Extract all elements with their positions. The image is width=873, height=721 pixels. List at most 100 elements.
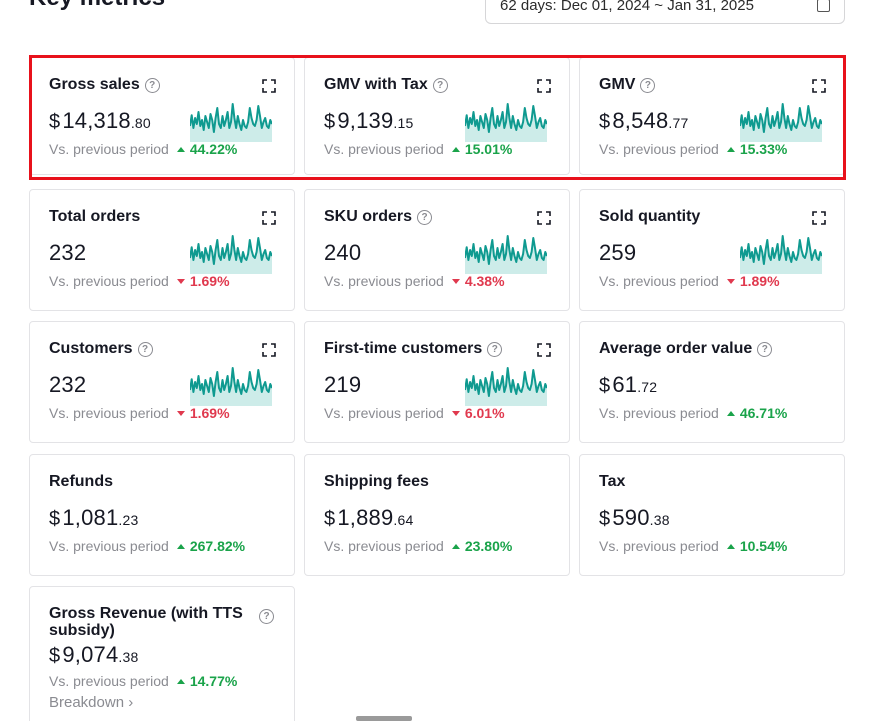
metric-value: 259 — [599, 240, 637, 265]
expand-icon[interactable] — [812, 211, 826, 225]
comparison: Vs. previous period 15.01% — [324, 141, 513, 157]
metric-value: $14,318.80 — [49, 108, 151, 133]
metric-title: Shipping fees — [324, 473, 429, 491]
help-icon[interactable]: ? — [259, 609, 274, 624]
trend-down-icon — [451, 410, 460, 416]
expand-icon[interactable] — [537, 343, 551, 357]
change-indicator: 1.69% — [176, 405, 230, 421]
trend-up-icon — [176, 146, 185, 152]
comparison: Vs. previous period 44.22% — [49, 141, 238, 157]
help-icon[interactable]: ? — [417, 209, 433, 225]
metric-value: $9,139.15 — [324, 108, 414, 133]
comparison: Vs. previous period 15.33% — [599, 141, 788, 157]
expand-icon[interactable] — [262, 211, 276, 225]
metric-card-gmv[interactable]: GMV ? $8,548.77 Vs. previous period 15.33… — [579, 57, 845, 175]
help-icon[interactable]: ? — [137, 341, 153, 357]
comparison: Vs. previous period 23.80% — [324, 538, 513, 554]
metric-title: Tax — [599, 473, 625, 491]
sparkline-chart — [740, 103, 822, 142]
metric-card-total-orders[interactable]: Total orders 232 Vs. previous period 1.69… — [29, 189, 295, 311]
trend-up-icon — [451, 543, 460, 549]
comparison: Vs. previous period 14.77% — [49, 673, 238, 689]
change-indicator: 15.33% — [726, 141, 787, 157]
date-range-picker[interactable]: 62 days: Dec 01, 2024 ~ Jan 31, 2025 — [485, 0, 845, 24]
expand-icon[interactable] — [262, 79, 276, 93]
change-indicator: 44.22% — [176, 141, 237, 157]
trend-up-icon — [726, 543, 735, 549]
metric-title: Gross Revenue (with TTS subsidy) — [49, 605, 249, 639]
metric-title: GMV with Tax ? — [324, 76, 448, 94]
metric-title-text: SKU orders — [324, 208, 413, 225]
trend-up-icon — [726, 410, 735, 416]
metric-card-tax[interactable]: Tax $590.38 Vs. previous period 10.54% — [579, 454, 845, 576]
trend-up-icon — [726, 146, 735, 152]
sparkline-line — [740, 103, 822, 133]
trend-down-icon — [176, 278, 185, 284]
expand-icon[interactable] — [537, 211, 551, 225]
sparkline-line — [465, 103, 547, 133]
metric-value: $61.72 — [599, 372, 658, 397]
metric-title-text: Tax — [599, 473, 626, 490]
comparison: Vs. previous period 267.82% — [49, 538, 246, 554]
metric-title-text: Gross Revenue (with TTS subsidy) — [49, 605, 243, 639]
sparkline-chart — [465, 367, 547, 406]
sparkline-line — [465, 367, 547, 397]
expand-icon[interactable] — [537, 79, 551, 93]
metric-card-sku-orders[interactable]: SKU orders ? 240 Vs. previous period 4.38… — [304, 189, 570, 311]
breakdown-link[interactable]: Breakdown › — [49, 694, 134, 711]
metric-value: 232 — [49, 372, 87, 397]
help-icon[interactable]: ? — [640, 77, 656, 93]
metric-card-gross-revenue[interactable]: Gross Revenue (with TTS subsidy) ? $9,07… — [29, 586, 295, 721]
trend-up-icon — [176, 543, 185, 549]
metric-title: Average order value ? — [599, 340, 773, 358]
expand-icon[interactable] — [812, 79, 826, 93]
comparison: Vs. previous period 46.71% — [599, 405, 788, 421]
trend-down-icon — [176, 410, 185, 416]
metric-title: First-time customers ? — [324, 340, 503, 358]
change-indicator: 267.82% — [176, 538, 245, 554]
comparison: Vs. previous period 1.69% — [49, 273, 230, 289]
metric-value: $9,074.38 — [49, 642, 139, 667]
sparkline-chart — [190, 103, 272, 142]
trend-up-icon — [176, 678, 185, 684]
metric-card-gross-sales[interactable]: Gross sales ? $14,318.80 Vs. previous pe… — [29, 57, 295, 175]
page-title: Key metrics — [29, 0, 165, 12]
change-indicator: 4.38% — [451, 273, 505, 289]
sparkline-chart — [465, 235, 547, 274]
comparison: Vs. previous period 1.69% — [49, 405, 230, 421]
metric-title: SKU orders ? — [324, 208, 433, 226]
metric-title-text: First-time customers — [324, 340, 483, 357]
sparkline-chart — [190, 367, 272, 406]
sparkline-chart — [190, 235, 272, 274]
sparkline-chart — [465, 103, 547, 142]
expand-icon[interactable] — [262, 343, 276, 357]
metric-card-refunds[interactable]: Refunds $1,081.23 Vs. previous period 267… — [29, 454, 295, 576]
sparkline-line — [190, 235, 272, 265]
metric-value: $1,081.23 — [49, 505, 139, 530]
calendar-icon[interactable] — [817, 0, 830, 12]
metric-title-text: GMV with Tax — [324, 76, 428, 93]
metric-value: 219 — [324, 372, 362, 397]
change-indicator: 46.71% — [726, 405, 787, 421]
help-icon[interactable]: ? — [487, 341, 503, 357]
sparkline-line — [190, 103, 272, 133]
help-icon[interactable]: ? — [757, 341, 773, 357]
metric-card-shipping-fees[interactable]: Shipping fees $1,889.64 Vs. previous per… — [304, 454, 570, 576]
horizontal-scrollbar[interactable] — [356, 716, 412, 721]
help-icon[interactable]: ? — [144, 77, 160, 93]
change-indicator: 1.89% — [726, 273, 780, 289]
metric-card-sold-quantity[interactable]: Sold quantity 259 Vs. previous period 1.8… — [579, 189, 845, 311]
metric-value: 240 — [324, 240, 362, 265]
metric-card-customers[interactable]: Customers ? 232 Vs. previous period 1.69% — [29, 321, 295, 443]
help-icon[interactable]: ? — [432, 77, 448, 93]
metric-title: Gross sales ? — [49, 76, 160, 94]
metric-title: Customers ? — [49, 340, 153, 358]
metric-title: Total orders — [49, 208, 140, 226]
change-indicator: 14.77% — [176, 673, 237, 689]
comparison: Vs. previous period 4.38% — [324, 273, 505, 289]
metric-card-average-order-value[interactable]: Average order value ? $61.72 Vs. previou… — [579, 321, 845, 443]
metric-title-text: Total orders — [49, 208, 141, 225]
metric-card-gmv-with-tax[interactable]: GMV with Tax ? $9,139.15 Vs. previous pe… — [304, 57, 570, 175]
metric-card-first-time-customers[interactable]: First-time customers ? 219 Vs. previous … — [304, 321, 570, 443]
change-indicator: 10.54% — [726, 538, 787, 554]
